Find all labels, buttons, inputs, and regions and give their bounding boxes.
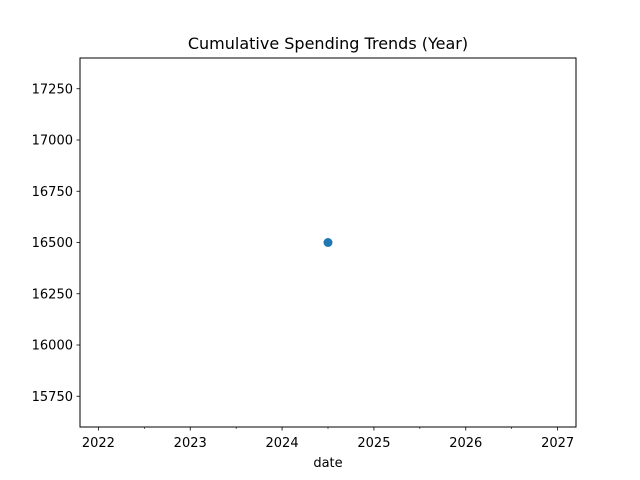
y-tick-label: 16000 (32, 339, 73, 354)
y-tick-label: 17000 (32, 134, 73, 149)
x-tick-label: 2027 (541, 436, 574, 451)
x-tick-label: 2022 (82, 436, 115, 451)
data-point (323, 238, 333, 247)
x-axis-label: date (313, 456, 342, 471)
y-tick-label: 15750 (32, 390, 73, 405)
chart-title: Cumulative Spending Trends (Year) (188, 34, 468, 53)
y-tick-label: 16500 (32, 236, 73, 251)
x-tick-label: 2024 (266, 436, 299, 451)
y-tick-label: 17250 (32, 82, 73, 97)
x-tick-label: 2023 (174, 436, 207, 451)
x-tick-label: 2025 (357, 436, 390, 451)
x-tick-label: 2026 (449, 436, 482, 451)
plot-layer: 15750 16000 16250 16500 16750 17000 17250 2022 2… (32, 82, 575, 451)
plot-frame (79, 57, 577, 428)
y-tick-label: 16750 (32, 185, 73, 200)
y-tick-label: 16250 (32, 287, 73, 302)
